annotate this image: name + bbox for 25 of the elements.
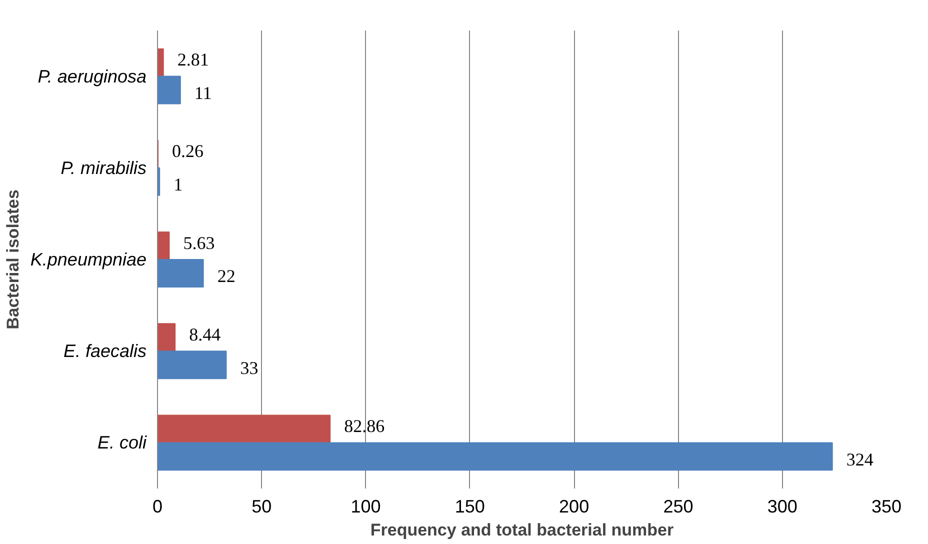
- x-tick-label: 300: [767, 496, 798, 516]
- data-label: 8.44: [189, 324, 221, 344]
- y-tick-label: E. coli: [97, 432, 148, 453]
- data-label: 82.86: [344, 416, 385, 436]
- x-tick-label: 350: [871, 496, 902, 516]
- data-label: 22: [217, 266, 236, 286]
- y-tick-label: P. mirabilis: [60, 158, 147, 178]
- x-tick-label: 200: [559, 496, 590, 516]
- data-label: 33: [240, 358, 258, 378]
- x-tick-label: 250: [663, 496, 694, 516]
- y-tick-label: P. aeruginosa: [38, 66, 147, 86]
- x-tick-label: 0: [152, 496, 163, 516]
- data-label: 0.26: [172, 141, 204, 162]
- data-label: 1: [174, 174, 183, 195]
- x-tick-label: 50: [252, 496, 272, 516]
- y-tick-label: E. faecalis: [63, 341, 147, 362]
- x-tick-label: 100: [350, 496, 381, 516]
- y-tick-label: K.pneumpniae: [30, 250, 147, 270]
- data-label: 324: [846, 449, 874, 470]
- data-label: 5.63: [183, 232, 215, 253]
- data-label: 2.81: [177, 50, 209, 70]
- x-axis-title: Frequency and total bacterial number: [370, 520, 674, 540]
- x-tick-label: 150: [454, 496, 485, 516]
- y-axis-title: Bacterial isolates: [3, 190, 22, 330]
- data-label: 11: [194, 83, 212, 104]
